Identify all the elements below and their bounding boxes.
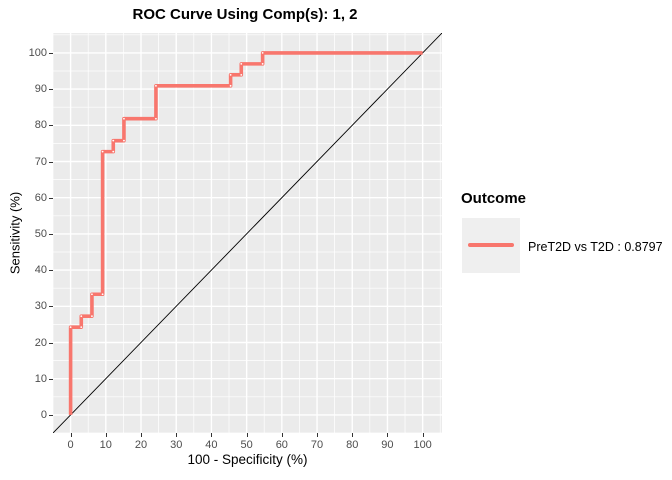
legend-line-swatch xyxy=(468,243,514,247)
chance-diagonal-line xyxy=(53,33,442,433)
y-tick-mark xyxy=(49,197,53,199)
roc-point-marker xyxy=(91,293,93,296)
x-tick-mark xyxy=(281,433,283,437)
roc-point-marker xyxy=(80,315,83,318)
x-tick-label: 80 xyxy=(346,439,359,451)
y-tick-mark xyxy=(49,378,53,380)
roc-point-marker xyxy=(261,52,264,54)
roc-point-marker xyxy=(155,84,157,87)
roc-point-marker xyxy=(261,62,264,65)
x-tick-label: 50 xyxy=(240,439,253,451)
x-tick-mark xyxy=(317,433,319,437)
roc-point-marker xyxy=(112,139,115,142)
roc-point-marker xyxy=(240,62,243,65)
x-tick-mark xyxy=(105,433,107,437)
x-tick-mark xyxy=(246,433,248,437)
roc-point-marker xyxy=(240,73,243,76)
y-tick-label: 40 xyxy=(34,264,47,277)
y-axis-title: Sensitivity (%) xyxy=(7,191,23,275)
roc-point-marker xyxy=(101,150,104,153)
y-tick-mark xyxy=(49,52,53,54)
x-tick-label: 70 xyxy=(310,439,324,451)
y-tick-mark xyxy=(49,89,53,91)
roc-point-marker xyxy=(123,117,125,120)
y-tick-mark xyxy=(49,342,53,344)
x-tick-mark xyxy=(70,433,72,437)
x-tick-label: 30 xyxy=(170,439,183,451)
roc-point-marker xyxy=(229,84,232,87)
x-axis-title: 100 - Specificity (%) xyxy=(187,452,308,467)
roc-point-marker xyxy=(69,326,72,329)
roc-point-marker xyxy=(123,139,125,142)
x-tick-label: 90 xyxy=(381,439,394,451)
legend-label: PreT2D vs T2D : 0.8797 xyxy=(528,240,663,254)
x-tick-mark xyxy=(352,433,354,437)
x-tick-mark xyxy=(176,433,178,437)
y-tick-mark xyxy=(49,161,53,163)
y-tick-mark xyxy=(49,233,53,235)
x-tick-mark xyxy=(387,433,389,437)
y-tick-label: 90 xyxy=(34,83,47,96)
roc-plot-svg xyxy=(53,33,442,433)
x-tick-mark xyxy=(422,433,424,437)
y-tick-mark xyxy=(49,414,53,416)
x-tick-mark xyxy=(141,433,142,437)
y-tick-label: 30 xyxy=(34,300,47,313)
y-tick-mark xyxy=(49,270,53,272)
roc-point-marker xyxy=(101,293,104,296)
roc-point-marker xyxy=(91,315,93,318)
y-tick-label: 60 xyxy=(34,191,47,204)
y-tick-label: 70 xyxy=(34,155,47,168)
x-tick-label: 60 xyxy=(275,439,288,451)
x-tick-label: 100 xyxy=(413,439,432,451)
roc-point-marker xyxy=(155,117,157,120)
x-tick-mark xyxy=(211,433,213,437)
roc-point-marker xyxy=(112,150,115,153)
chart-title: ROC Curve Using Comp(s): 1, 2 xyxy=(132,6,358,23)
y-tick-label: 10 xyxy=(34,372,47,385)
y-tick-label: 100 xyxy=(28,46,47,59)
x-tick-label: 0 xyxy=(67,439,74,451)
y-tick-label: 20 xyxy=(34,336,47,349)
y-tick-label: 50 xyxy=(34,227,47,240)
y-tick-label: 0 xyxy=(40,408,47,421)
x-tick-label: 40 xyxy=(205,439,218,451)
y-tick-mark xyxy=(49,125,53,127)
x-tick-label: 20 xyxy=(134,439,148,451)
roc-point-marker xyxy=(229,73,232,76)
legend-title: Outcome xyxy=(461,190,527,207)
x-tick-label: 10 xyxy=(99,439,112,451)
legend-key xyxy=(462,218,520,273)
y-tick-mark xyxy=(49,306,53,308)
plot-panel xyxy=(53,33,442,433)
roc-point-marker xyxy=(80,326,83,329)
y-tick-label: 80 xyxy=(34,119,47,132)
